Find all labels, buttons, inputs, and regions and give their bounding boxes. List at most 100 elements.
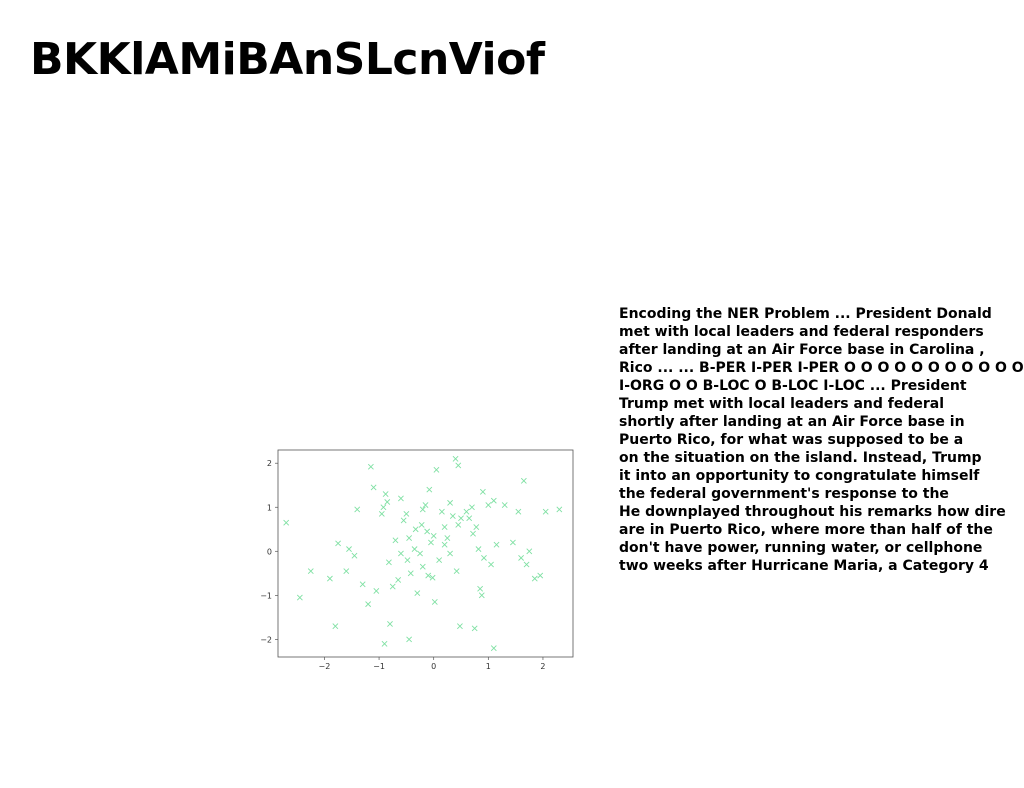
scatter-point bbox=[526, 548, 533, 555]
x-tick-label: 0 bbox=[431, 662, 436, 671]
scatter-point bbox=[387, 621, 393, 627]
scatter-point bbox=[493, 541, 500, 548]
scatter-point bbox=[296, 594, 303, 601]
scatter-point bbox=[367, 463, 374, 470]
scatter-point bbox=[412, 526, 419, 533]
scatter-point bbox=[444, 535, 451, 542]
scatter-point bbox=[389, 583, 396, 590]
scatter-point bbox=[478, 592, 485, 599]
scatter-point bbox=[346, 546, 352, 553]
scatter-point bbox=[326, 575, 333, 582]
scatter-point bbox=[447, 499, 454, 506]
scatter-point bbox=[501, 502, 508, 508]
scatter-point bbox=[365, 601, 372, 608]
scatter-point bbox=[518, 554, 525, 561]
y-axis: −2 −1 0 1 2 bbox=[260, 459, 278, 644]
scatter-point bbox=[436, 557, 443, 564]
scatter-point bbox=[475, 546, 482, 553]
body-text-line: after landing at an Air Force base in Ca… bbox=[619, 342, 985, 358]
y-tick-label: 0 bbox=[267, 547, 272, 556]
scatter-point bbox=[515, 508, 522, 515]
body-text: Encoding the NER Problem ... President D… bbox=[619, 305, 1024, 575]
scatter-point bbox=[430, 532, 437, 539]
scatter-point bbox=[447, 550, 454, 557]
scatter-point bbox=[425, 572, 432, 579]
body-text-line: are in Puerto Rico, where more than half… bbox=[619, 522, 993, 538]
scatter-point bbox=[449, 513, 456, 519]
body-text-line: I-ORG O O B-LOC O B-LOC I-LOC ... Presid… bbox=[619, 378, 967, 394]
scatter-point bbox=[470, 530, 476, 537]
scatter-point bbox=[397, 495, 404, 502]
scatter-chart: −2 −1 0 1 2 −2 −1 0 1 2 bbox=[250, 445, 580, 675]
scatter-point bbox=[556, 506, 563, 513]
scatter-point bbox=[455, 462, 462, 469]
scatter-point bbox=[531, 575, 538, 582]
body-text-line: shortly after landing at an Air Force ba… bbox=[619, 414, 965, 430]
scatter-point bbox=[438, 508, 445, 515]
scatter-point bbox=[469, 504, 475, 511]
body-text-line: Trump met with local leaders and federal bbox=[619, 396, 945, 412]
plot-area-frame bbox=[277, 449, 574, 658]
scatter-point bbox=[488, 561, 494, 568]
body-text-line: don't have power, running water, or cell… bbox=[619, 540, 983, 556]
scatter-point bbox=[458, 515, 464, 522]
scatter-plot-svg: −2 −1 0 1 2 −2 −1 0 1 2 bbox=[260, 449, 574, 671]
scatter-point bbox=[419, 506, 426, 513]
scatter-point bbox=[466, 515, 473, 522]
scatter-point bbox=[403, 510, 410, 517]
y-tick-label: −2 bbox=[260, 635, 272, 644]
scatter-point bbox=[414, 590, 421, 597]
scatter-point bbox=[400, 517, 407, 524]
scatter-point bbox=[417, 550, 423, 557]
scatter-point bbox=[490, 497, 497, 504]
y-tick-label: −1 bbox=[260, 591, 272, 600]
scatter-point bbox=[378, 510, 385, 517]
scatter-point bbox=[422, 502, 429, 508]
scatter-point bbox=[373, 588, 380, 594]
scatter-point bbox=[370, 484, 377, 491]
body-text-line: Encoding the NER Problem ... President D… bbox=[619, 306, 992, 322]
body-text-line: the federal government's response to the bbox=[619, 486, 949, 502]
body-text-line: it into an opportunity to congratulate h… bbox=[619, 468, 980, 484]
scatter-point bbox=[332, 623, 339, 630]
body-text-line: met with local leaders and federal respo… bbox=[619, 324, 984, 340]
scatter-point bbox=[481, 554, 487, 561]
scatter-point bbox=[463, 508, 470, 515]
scatter-point bbox=[385, 559, 392, 566]
scatter-point bbox=[433, 466, 440, 473]
scatter-point bbox=[456, 623, 463, 630]
scatter-point bbox=[307, 568, 314, 575]
scatter-point bbox=[418, 521, 425, 528]
scatter-point bbox=[406, 636, 413, 643]
scatter-point bbox=[452, 455, 459, 462]
scatter-point bbox=[485, 502, 492, 508]
scatter-point bbox=[431, 599, 438, 605]
scatter-point bbox=[392, 537, 399, 544]
scatter-point bbox=[471, 625, 478, 632]
x-tick-label: −1 bbox=[373, 662, 385, 671]
scatter-point bbox=[359, 581, 366, 588]
y-tick-label: 2 bbox=[267, 459, 272, 468]
scatter-point bbox=[335, 540, 342, 547]
scatter-point bbox=[351, 552, 358, 559]
scatter-point bbox=[542, 508, 549, 515]
scatter-point bbox=[384, 499, 391, 505]
scatter-point bbox=[404, 557, 411, 564]
scatter-point bbox=[441, 541, 448, 548]
body-text-line: Rico ... ... B-PER I-PER I-PER O O O O O… bbox=[619, 360, 1024, 376]
scatter-point bbox=[428, 539, 434, 546]
x-tick-label: 1 bbox=[486, 662, 491, 671]
scatter-point bbox=[397, 550, 404, 557]
body-text-line: on the situation on the island. Instead,… bbox=[619, 450, 982, 466]
scatter-point bbox=[441, 524, 448, 530]
x-tick-label: 2 bbox=[540, 662, 545, 671]
scatter-point bbox=[537, 572, 544, 579]
scatter-point bbox=[424, 528, 431, 535]
scatter-point bbox=[343, 568, 350, 575]
scatter-point bbox=[381, 640, 388, 647]
scatter-point bbox=[419, 563, 426, 570]
x-tick-label: −2 bbox=[319, 662, 331, 671]
scatter-point bbox=[283, 519, 290, 526]
scatter-point bbox=[477, 585, 484, 592]
body-text-line: two weeks after Hurricane Maria, a Categ… bbox=[619, 558, 989, 574]
